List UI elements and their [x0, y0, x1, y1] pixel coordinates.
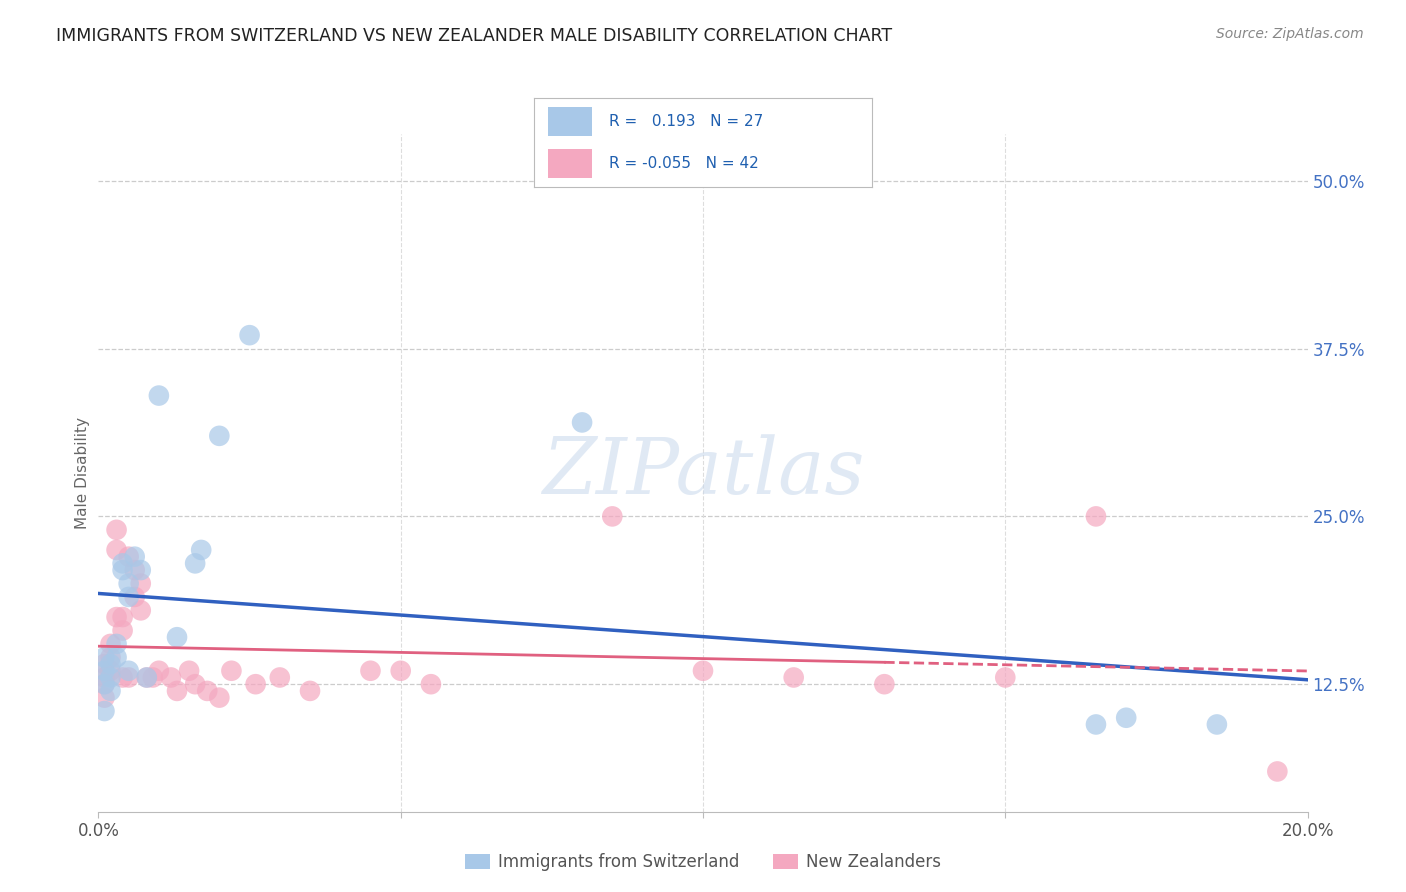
Text: ZIPatlas: ZIPatlas [541, 434, 865, 511]
Bar [548, 149, 592, 178]
Point [1085, 509, 1108, 524]
Text: R = -0.055   N = 42: R = -0.055 N = 42 [609, 156, 758, 171]
Point [571, 416, 593, 430]
Text: Source: ZipAtlas.com: Source: ZipAtlas.com [1216, 27, 1364, 41]
Point [1267, 764, 1289, 779]
Point [124, 563, 146, 577]
Point [239, 328, 262, 343]
Point [420, 677, 443, 691]
Point [135, 671, 157, 685]
Point [111, 671, 134, 685]
Point [111, 610, 134, 624]
Point [118, 549, 141, 564]
Point [602, 509, 624, 524]
Bar [548, 107, 592, 136]
Point [111, 624, 134, 638]
Point [160, 671, 183, 685]
Point [105, 543, 128, 558]
Point [93, 650, 115, 665]
Point [148, 664, 170, 678]
Legend: Immigrants from Switzerland, New Zealanders: Immigrants from Switzerland, New Zealand… [458, 847, 948, 878]
Point [142, 671, 165, 685]
Point [195, 684, 218, 698]
Point [166, 630, 188, 644]
Point [105, 650, 128, 665]
Point [93, 664, 115, 678]
Point [93, 704, 115, 718]
Point [111, 563, 134, 577]
Point [118, 664, 141, 678]
Point [105, 523, 128, 537]
Point [118, 671, 141, 685]
Point [100, 664, 122, 678]
Text: R =   0.193   N = 27: R = 0.193 N = 27 [609, 114, 763, 129]
Point [184, 557, 207, 571]
Point [129, 603, 152, 617]
Point [118, 576, 141, 591]
Point [100, 671, 122, 685]
Y-axis label: Male Disability: Male Disability [75, 417, 90, 529]
Point [93, 671, 115, 685]
Point [245, 677, 267, 691]
Point [93, 677, 115, 691]
Point [299, 684, 322, 698]
Point [1115, 711, 1137, 725]
Point [783, 671, 806, 685]
Point [360, 664, 382, 678]
Point [111, 557, 134, 571]
Point [93, 677, 115, 691]
Point [166, 684, 188, 698]
Point [190, 543, 212, 558]
Point [105, 610, 128, 624]
Point [1085, 717, 1108, 731]
Point [129, 563, 152, 577]
Point [100, 684, 122, 698]
Point [135, 671, 157, 685]
Point [994, 671, 1017, 685]
Point [100, 657, 122, 671]
Point [208, 690, 231, 705]
Point [873, 677, 896, 691]
Point [124, 590, 146, 604]
Point [129, 576, 152, 591]
Point [93, 657, 115, 671]
Point [389, 664, 412, 678]
Point [184, 677, 207, 691]
Point [148, 388, 170, 402]
Text: IMMIGRANTS FROM SWITZERLAND VS NEW ZEALANDER MALE DISABILITY CORRELATION CHART: IMMIGRANTS FROM SWITZERLAND VS NEW ZEALA… [56, 27, 893, 45]
Point [179, 664, 201, 678]
Point [208, 429, 231, 443]
Point [100, 650, 122, 665]
Point [93, 690, 115, 705]
Point [269, 671, 291, 685]
Point [124, 549, 146, 564]
Point [1206, 717, 1229, 731]
Point [105, 637, 128, 651]
Point [100, 637, 122, 651]
Point [221, 664, 243, 678]
Point [692, 664, 714, 678]
Point [118, 590, 141, 604]
